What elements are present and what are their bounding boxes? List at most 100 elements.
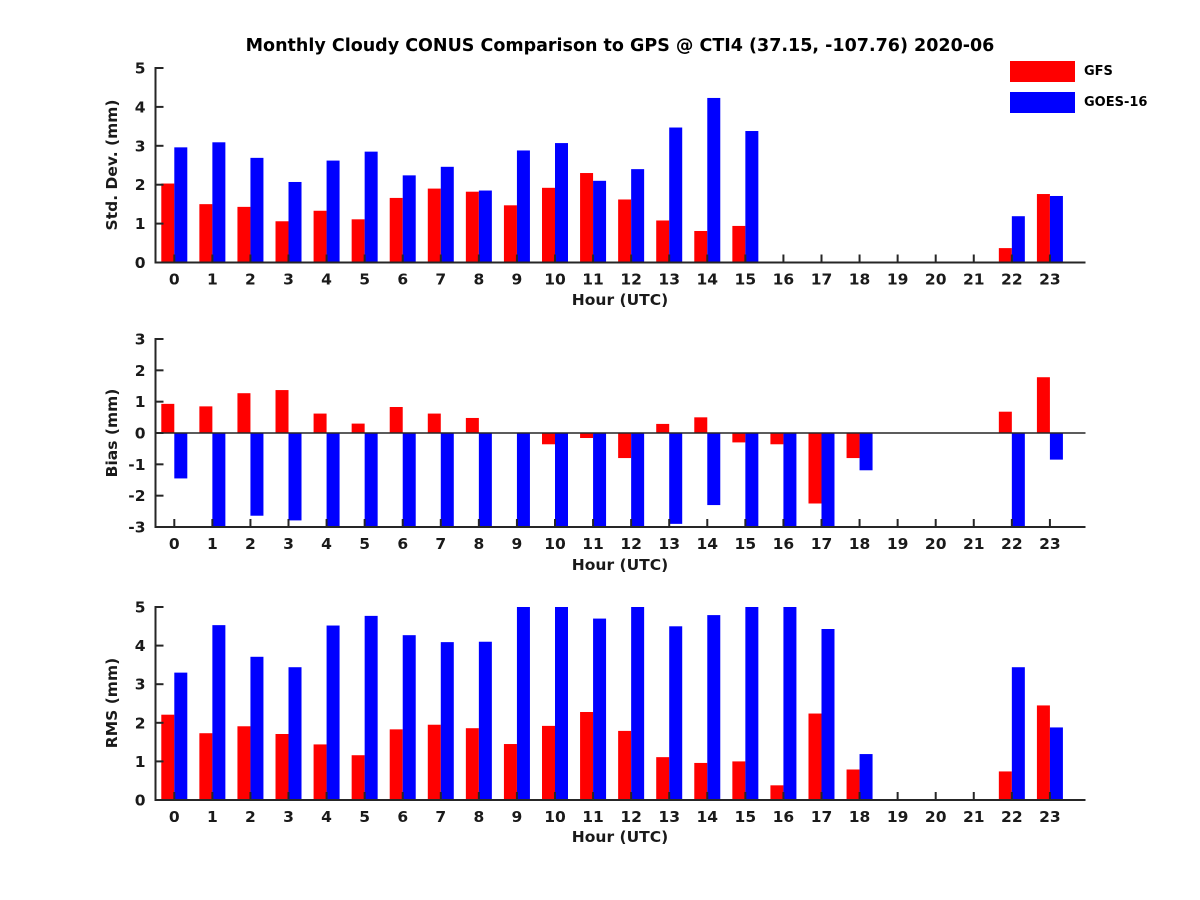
y-tick-label: 3 [135,676,146,694]
x-tick-label: 8 [473,271,484,289]
gfs-bar-h13 [656,423,670,433]
x-tick-label: 7 [435,535,446,553]
gfs-bar-h6 [389,406,403,433]
goes16-bar-h10 [555,143,568,263]
gfs-bar-h10 [542,433,555,445]
goes16-bar-h17 [821,629,835,800]
x-tick-label: 15 [735,535,757,553]
x-tick-label: 15 [735,271,757,289]
gfs-bar-h2 [237,726,251,800]
gfs-bar-h14 [694,230,708,263]
gfs-bar-h5 [351,423,365,433]
gfs-bar-h2 [237,393,251,433]
x-tick-label: 20 [925,808,947,826]
goes16-bar-h15 [745,433,759,527]
y-tick-label: -1 [128,456,145,474]
x-tick-label: 18 [849,535,871,553]
ylabel-std-dev: Std. Dev. (mm) [103,99,121,231]
goes16-bar-h3 [288,181,302,263]
gfs-bar-h7 [427,413,441,433]
goes16-bar-h15 [745,607,759,800]
gfs-bar-h3 [275,390,289,433]
gfs-bar-h4 [313,413,327,433]
x-tick-label: 1 [207,535,218,553]
goes16-bar-h11 [593,180,607,263]
goes16-bar-h16 [783,433,797,527]
gfs-bar-h10 [542,187,555,263]
x-tick-label: 3 [283,271,294,289]
gfs-bar-h3 [275,221,289,263]
x-tick-label: 23 [1039,535,1061,553]
goes16-bar-h12 [631,433,645,527]
gfs-bar-h16 [770,785,784,800]
gfs-bar-h23 [1036,377,1050,433]
gfs-bar-h5 [351,219,365,263]
gfs-bar-h22 [998,411,1012,433]
goes16-bar-h1 [212,433,226,527]
gfs-bar-h16 [770,433,784,445]
gfs-bar-h11 [580,173,594,263]
gfs-bar-h3 [275,733,289,800]
ylabel-bias: Bias (mm) [103,388,121,478]
x-tick-label: 6 [397,808,408,826]
gfs-bar-h15 [732,761,746,800]
gfs-bar-h22 [998,248,1012,263]
goes16-bar-h2 [250,656,264,800]
x-tick-label: 2 [245,808,256,826]
y-tick-label: 0 [135,425,146,443]
x-tick-label: 9 [512,808,523,826]
y-tick-label: 0 [135,254,146,272]
goes16-bar-h17 [821,433,835,527]
x-tick-label: 21 [963,535,985,553]
gfs-bar-h15 [732,433,746,443]
x-tick-label: 3 [283,808,294,826]
y-tick-label: 5 [135,60,146,78]
y-tick-label: 3 [135,137,146,155]
x-tick-label: 13 [658,535,680,553]
x-tick-label: 3 [283,535,294,553]
gfs-bar-h10 [542,725,555,800]
gfs-bar-h17 [808,713,822,800]
goes16-color-swatch [1010,92,1075,113]
x-tick-label: 12 [620,808,642,826]
goes16-bar-h7 [440,642,454,800]
goes16-bar-h22 [1011,433,1025,527]
ylabel-rms: RMS (mm) [103,657,121,749]
gfs-bar-h17 [808,433,822,504]
goes16-bar-h18 [859,433,873,471]
gfs-bar-h7 [427,188,441,263]
x-tick-label: 10 [544,808,566,826]
legend-item-gfs: GFS [1010,61,1147,82]
goes16-bar-h8 [478,433,492,527]
x-tick-label: 6 [397,535,408,553]
goes16-bar-h7 [440,433,454,527]
gfs-bar-h1 [199,406,213,433]
gfs-bar-h2 [237,206,251,263]
y-tick-label: 1 [135,753,146,771]
gfs-bar-h4 [313,210,327,263]
gfs-bar-h0 [161,403,175,433]
y-tick-label: 2 [135,362,146,380]
gfs-bar-h23 [1036,705,1050,800]
y-tick-label: 3 [135,331,146,349]
gfs-bar-h14 [694,417,708,433]
goes16-bar-h12 [631,607,645,800]
gfs-bar-h11 [580,711,594,800]
xlabel-bottom: Hour (UTC) [571,828,669,846]
x-tick-label: 2 [245,535,256,553]
y-tick-label: 2 [135,714,146,732]
goes16-bar-h5 [364,151,378,263]
x-tick-label: 6 [397,271,408,289]
gfs-bar-h5 [351,755,365,800]
gfs-bar-h11 [580,433,594,439]
x-tick-label: 18 [849,808,871,826]
goes16-bar-h8 [478,641,492,800]
goes16-bar-h22 [1011,667,1025,800]
goes16-bar-h5 [364,615,378,800]
gfs-bar-h12 [618,730,632,800]
goes16-bar-h6 [402,433,416,527]
x-tick-label: 10 [544,535,566,553]
x-tick-label: 21 [963,271,985,289]
x-tick-label: 21 [963,808,985,826]
